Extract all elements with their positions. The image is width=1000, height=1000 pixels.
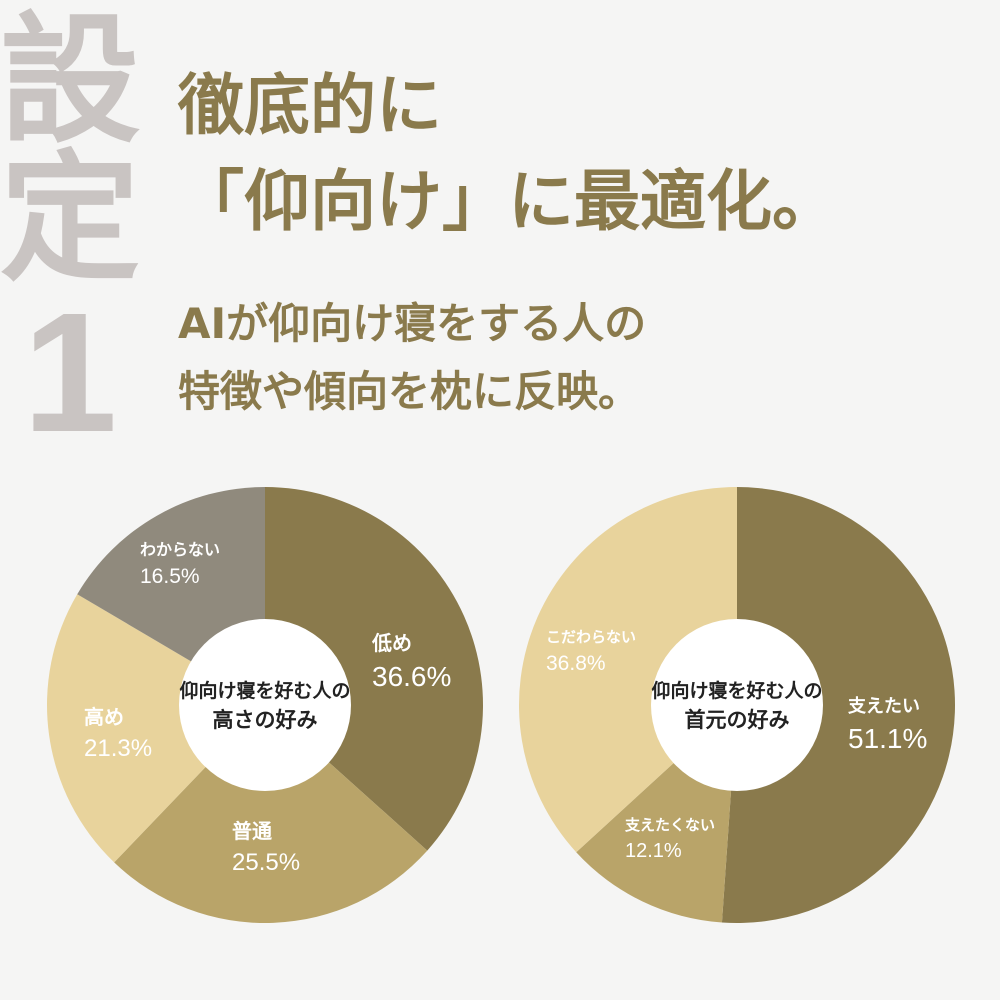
headline-line-1: 徹底的に — [178, 67, 442, 144]
pie-slice-1-2 — [114, 705, 428, 923]
pie-center-label: 仰向け寝を好む人の — [179, 679, 350, 702]
slice-label-value: 16.5% — [140, 565, 200, 588]
headline: 徹底的に 「仰向け」に最適化。 — [178, 58, 838, 250]
slice-label-value: 21.3% — [84, 735, 152, 762]
pie-slice-1-1 — [265, 487, 483, 851]
slice-label-value: 36.6% — [372, 661, 451, 692]
subheadline: AIが仰向け寝をする人の 特徴や傾向を枕に反映。 — [178, 290, 646, 426]
tag-char-1: 設 — [0, 0, 141, 163]
slice-label-name: 支えたくない — [624, 816, 715, 834]
slice-label-name: 支えたい — [847, 695, 920, 717]
subheadline-line-1: AIが仰向け寝をする人の — [178, 299, 647, 348]
pie-center-hole — [179, 619, 351, 791]
pie-center-label: 高さの好み — [213, 708, 318, 732]
slice-label-value: 36.8% — [546, 652, 606, 675]
slice-label-name: こだわらない — [546, 628, 636, 646]
slice-label-name: 高め — [84, 705, 124, 729]
pie-slice-1-3 — [46, 594, 265, 863]
pie-center-hole — [651, 619, 823, 791]
pie-center-label: 首元の好み — [685, 708, 790, 732]
slice-label-name: 普通 — [232, 819, 272, 843]
slice-label-value: 25.5% — [232, 849, 300, 876]
subheadline-line-2: 特徴や傾向を枕に反映。 — [178, 367, 641, 416]
slice-label-value: 51.1% — [848, 723, 927, 754]
pie-slice-2-3 — [519, 487, 737, 853]
slice-label-value: 12.1% — [625, 840, 682, 862]
tag-char-2: 定 — [0, 138, 141, 301]
pie-center-label: 仰向け寝を好む人の — [651, 679, 822, 702]
headline-line-2: 「仰向け」に最適化。 — [178, 163, 838, 240]
tag-number: 1 — [22, 278, 118, 468]
pie-slice-2-1 — [721, 487, 956, 924]
setting-number-tag: 設 定 1 — [0, 0, 141, 468]
slice-label-name: 低め — [371, 631, 412, 655]
slice-label-name: わからない — [140, 540, 220, 559]
